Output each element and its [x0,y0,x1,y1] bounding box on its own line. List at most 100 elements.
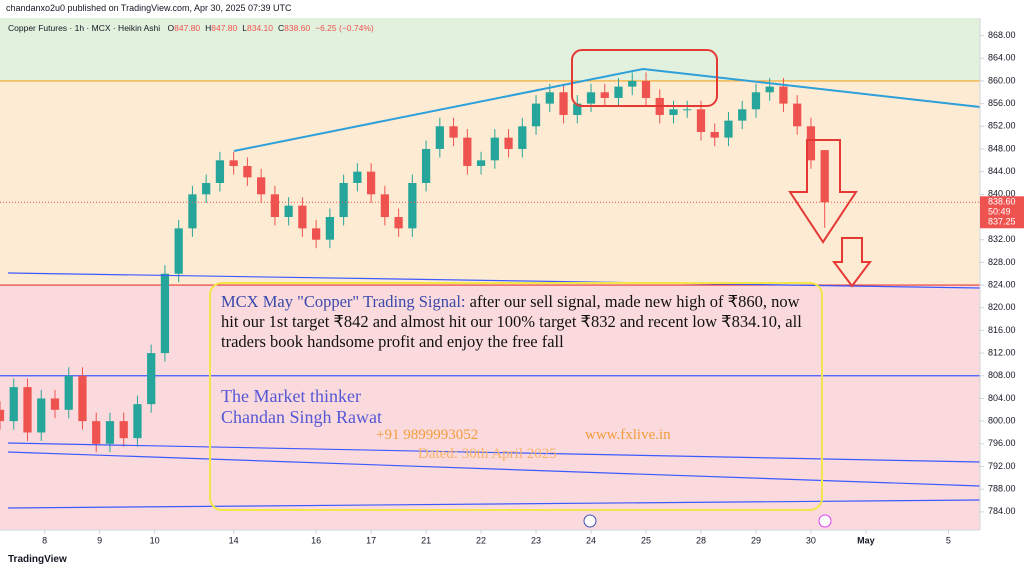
down-arrow [832,237,872,288]
ohlc-label: C [277,23,285,33]
x-tick-label: 16 [311,535,321,545]
candle-body [92,421,101,444]
ohlc-value: 838.60 [284,23,311,33]
header: chandanxo2u0 published on TradingView.co… [6,3,292,13]
candle-body [78,375,87,422]
y-tick-label: 868.00 [988,30,1016,40]
prev-price: 837.25 [988,217,1016,227]
candle-body [793,103,802,127]
candle-body [476,160,486,166]
change: −6.25 (−0.74%) [315,23,374,33]
x-tick-label: 9 [97,535,102,545]
candle-body [105,421,115,444]
y-tick-label: 848.00 [988,143,1016,153]
candle-body [449,126,458,138]
candle-body [820,150,829,203]
y-tick-label: 860.00 [988,75,1016,85]
annotation-phone: +91 9899993052 [376,427,479,443]
countdown: 50:49 [988,207,1011,217]
candle-body [119,421,128,439]
candle-body [147,353,156,405]
candle-body [696,109,706,132]
annotation-line: The Market thinker [221,386,361,406]
candle-body [683,109,692,111]
x-tick-label: May [857,535,875,545]
x-tick-label: 24 [586,535,596,545]
candle-body [586,92,596,104]
y-tick-label: 800.00 [988,416,1016,426]
candle-body [50,398,60,410]
y-tick-label: 840.00 [988,189,1016,199]
candle-body [628,80,637,87]
down-arrow [788,139,858,244]
candle-body [710,131,719,138]
x-tick-label: 21 [421,535,431,545]
ohlc-label: O [167,23,175,33]
candle-body [765,86,774,93]
candle-body [518,126,527,149]
candle-body [202,182,211,195]
candle-body [738,109,747,121]
x-tick-label: 23 [531,535,541,545]
annotation-box [209,282,823,511]
x-tick-label: 30 [806,535,816,545]
candle-body [490,137,499,161]
trend-line [7,442,981,463]
candle-body [366,171,376,195]
y-tick-label: 808.00 [988,370,1016,380]
candle-body [545,92,554,104]
price-tag-label: 838.60 [988,197,1016,207]
x-tick-label: 10 [150,535,160,545]
y-tick-label: 804.00 [988,393,1016,403]
candle-body [0,409,5,422]
x-tick-label: 22 [476,535,486,545]
annotation-site: www.fxlive.in [585,427,671,443]
candle-body [600,92,609,98]
legend: Copper Futures · 1h · MCX · Heikin Ashi … [8,23,374,33]
ohlc-value: 847.80 [211,23,238,33]
y-tick-label: 820.00 [988,302,1016,312]
candle-body [779,86,788,104]
candle-body [229,160,238,166]
candle-body [559,92,568,115]
candle-body [614,86,623,98]
candle-body [463,137,472,166]
candle-body [23,387,32,433]
candle-body [284,205,293,218]
y-tick-label: 792.00 [988,461,1016,471]
y-tick-label: 788.00 [988,484,1016,494]
candle-body [9,387,18,422]
candle-body [257,177,266,195]
trend-line [7,451,981,487]
y-tick-label: 796.00 [988,438,1016,448]
trend-line [233,67,981,152]
x-tick-label: 14 [229,535,239,545]
zone [0,18,980,81]
candle-body [312,228,321,240]
y-tick-label: 852.00 [988,121,1016,131]
x-tick-label: 29 [751,535,761,545]
candle-body [504,137,513,149]
candle-body [160,273,170,354]
annotation-lead: MCX May "Copper" Trading Signal: [221,292,466,311]
y-tick-label: 832.00 [988,234,1016,244]
ohlc-label: L [242,23,247,33]
candle-body [188,194,197,229]
candle-body [573,103,582,115]
footer-logo: TradingView [8,554,67,565]
annotation-text: MCX May "Copper" Trading Signal: after o… [221,292,813,352]
x-tick-label: 25 [641,535,651,545]
candle-body [394,217,403,229]
event-icon [583,514,597,528]
zone [0,80,980,286]
candle-body [669,109,678,115]
symbol: Copper Futures · 1h · MCX · Heikin Ashi [8,23,161,33]
x-tick-label: 5 [946,535,951,545]
event-icon [818,514,832,528]
price-tag [980,196,1024,229]
candle-body [64,375,73,410]
trend-line [7,499,981,509]
candle-body [806,126,816,161]
